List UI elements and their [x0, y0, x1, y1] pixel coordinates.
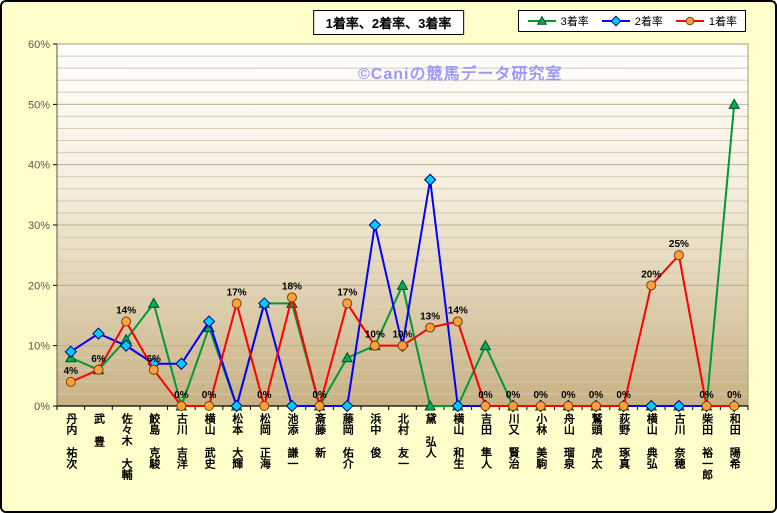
series-markers-rank1	[65, 250, 740, 411]
data-label: 0%	[312, 390, 327, 401]
data-label: 20%	[641, 269, 661, 280]
legend-marker-rank2-diamond-icon	[601, 15, 630, 27]
legend-item-rank3: 3着率	[527, 13, 589, 29]
legend-item-rank2: 2着率	[601, 13, 663, 29]
chart-title: 1着率、2着率、3着率	[312, 10, 465, 35]
watermark: ©Caniの競馬データ研究室	[358, 66, 563, 83]
data-label: 10%	[392, 330, 412, 341]
legend-label-rank3: 3着率	[560, 16, 589, 28]
data-label: 0%	[561, 390, 576, 401]
series-rank1	[65, 250, 740, 411]
data-label: 0%	[589, 390, 604, 401]
y-axis-tick-label: 50%	[28, 99, 50, 111]
data-label: 6%	[91, 354, 106, 365]
data-label: 17%	[227, 287, 247, 298]
data-label: 0%	[478, 390, 493, 401]
y-axis-tick-label: 40%	[28, 160, 50, 172]
data-label: 10%	[365, 330, 385, 341]
y-axis-tick-label: 20%	[28, 280, 50, 292]
axes: 0% 10% 20% 30% 40% 50% 60%	[28, 39, 749, 413]
data-label: 0%	[533, 390, 548, 401]
data-label: 0%	[506, 390, 521, 401]
data-label: 14%	[448, 306, 468, 317]
legend-label-rank2: 2着率	[634, 16, 663, 28]
data-label: 18%	[282, 281, 302, 292]
data-label: 14%	[116, 306, 136, 317]
legend-label-rank1: 1着率	[708, 16, 737, 28]
data-label: 6%	[147, 354, 162, 365]
data-label: 0%	[727, 390, 742, 401]
data-label: 0%	[699, 390, 714, 401]
data-label: 0%	[174, 390, 189, 401]
data-label: 17%	[337, 287, 357, 298]
data-label: 0%	[257, 390, 272, 401]
data-label: 13%	[420, 312, 440, 323]
y-axis-tick-label: 10%	[28, 341, 50, 353]
data-label: 0%	[616, 390, 631, 401]
y-axis-tick-label: 60%	[28, 39, 50, 51]
legend-marker-rank3-triangle-icon	[527, 15, 556, 25]
legend-marker-rank1-circle-icon	[675, 16, 704, 26]
data-label: 4%	[64, 366, 79, 377]
data-labels-rank1: 4% 6% 14% 6% 0% 0% 17% 0% 18% 0% 17% 10% 10% 13% 14% 0%…	[64, 239, 742, 401]
chart-legend: 3着率 2着率 1着率	[517, 10, 746, 32]
data-label: 25%	[669, 239, 689, 250]
legend-item-rank1: 1着率	[675, 13, 737, 29]
gridlines	[57, 43, 748, 395]
y-axis-tick-label: 30%	[28, 220, 50, 232]
y-axis-tick-label: 0%	[34, 401, 50, 413]
data-label: 0%	[202, 390, 217, 401]
